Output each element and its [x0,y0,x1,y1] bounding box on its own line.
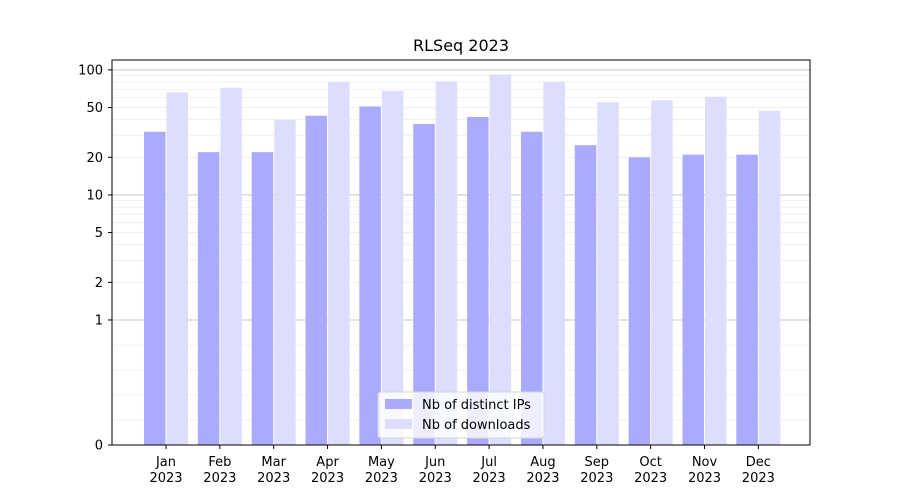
x-tick-label: Nov 2023 [688,455,721,486]
x-tick-label: Feb 2023 [203,455,236,486]
bar-downloads-10 [705,96,727,446]
bar-distinct-ips-7 [520,131,543,445]
x-tick-label: Apr 2023 [311,455,344,486]
bar-downloads-8 [597,102,619,446]
y-tick-label: 50 [86,101,103,116]
bar-distinct-ips-0 [144,131,166,445]
bar-downloads-9 [651,100,673,446]
legend-label: Nb of distinct IPs [422,398,531,413]
x-tick-label: Jul 2023 [473,455,506,486]
bar-distinct-ips-8 [574,145,597,445]
y-tick-label: 0 [95,439,103,454]
legend: Nb of distinct IPs Nb of downloads [377,391,545,439]
legend-label: Nb of downloads [422,418,531,433]
x-tick-label: Dec 2023 [742,455,775,486]
bar-downloads-3 [328,82,350,446]
chart-title: RLSeq 2023 [413,36,509,55]
bar-distinct-ips-6 [467,117,489,445]
x-tick-label: Sep 2023 [580,455,613,486]
bar-distinct-ips-4 [359,106,381,446]
bar-downloads-2 [274,119,296,445]
y-tick-label: 1 [95,313,103,328]
bars-layer [144,74,781,446]
x-tick-label: Oct 2023 [634,455,667,486]
y-tick-label: 20 [86,151,103,166]
y-tick-label: 2 [95,276,103,291]
x-tick-label: Aug 2023 [526,455,559,486]
legend-box [377,391,545,439]
bar-distinct-ips-9 [628,157,651,446]
bar-downloads-7 [543,82,565,446]
x-tick-label: May 2023 [365,455,398,486]
y-tick-label: 10 [86,188,103,203]
bar-distinct-ips-11 [736,154,758,445]
x-tick-label: Jun 2023 [419,455,452,486]
legend-swatch [385,399,412,409]
plot-area-frame [111,59,811,446]
bar-distinct-ips-2 [251,152,274,445]
bar-downloads-1 [220,87,242,446]
bar-distinct-ips-10 [682,154,704,445]
y-tick-label: 5 [95,226,103,241]
bar-downloads-5 [435,81,458,445]
x-tick-label: Jan 2023 [149,455,182,486]
legend-swatch [385,419,412,429]
y-tick-label: 100 [78,63,103,78]
bar-distinct-ips-5 [413,123,435,445]
x-tick-label: Mar 2023 [257,455,290,486]
bar-downloads-6 [489,74,512,446]
x-axis: Jan 2023 Feb 2023 Mar 2023 Apr 2023 May 2023 Jun 20… [149,445,775,486]
bar-downloads-0 [166,92,188,446]
y-axis: 0 1 2 5 10 20 50 100 [78,63,112,454]
bar-distinct-ips-1 [197,152,220,445]
bar-downloads-11 [758,110,781,446]
bar-downloads-4 [381,90,404,445]
bar-distinct-ips-3 [305,115,328,445]
